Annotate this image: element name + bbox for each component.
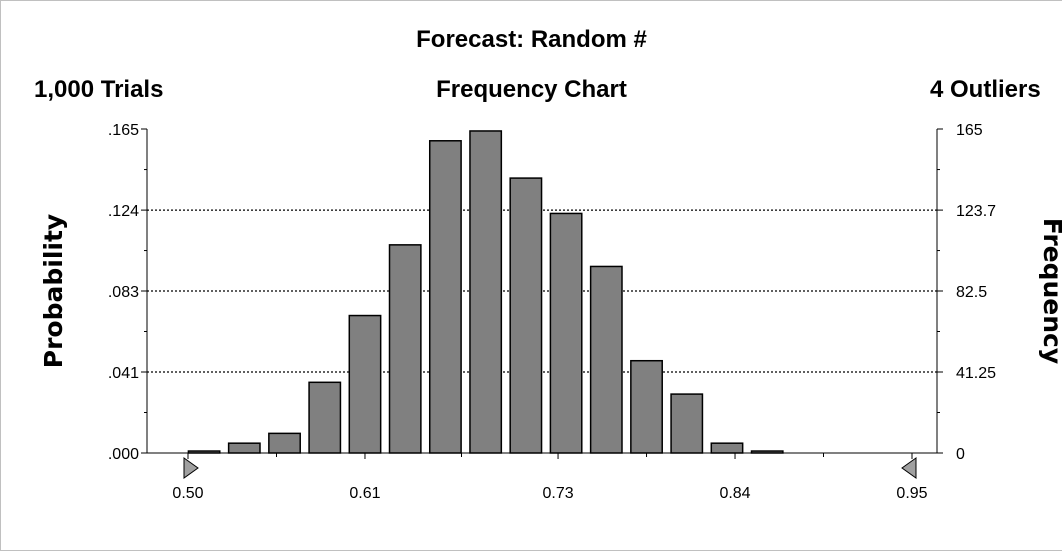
histogram-bar xyxy=(308,381,342,454)
ylabel-left: Probability xyxy=(39,214,68,368)
histogram-bar xyxy=(589,265,623,454)
histogram-bar xyxy=(227,442,261,454)
histogram-bar xyxy=(549,212,583,454)
histogram-bar xyxy=(428,140,462,454)
histogram-bar xyxy=(630,359,663,454)
right-range-marker xyxy=(901,457,917,479)
x-tick-label: 0.84 xyxy=(719,485,750,502)
histogram-bar xyxy=(388,244,422,454)
frequency-tick-label: 41.25 xyxy=(956,365,996,382)
histogram-bar xyxy=(670,393,704,454)
x-tick-label: 0.73 xyxy=(542,485,573,502)
histogram-bar xyxy=(348,314,382,454)
histogram-bar xyxy=(268,432,301,454)
probability-tick-label: .165 xyxy=(108,122,139,139)
range-markers xyxy=(183,457,917,479)
histogram-bar xyxy=(509,177,543,454)
ylabel-right: Frequency xyxy=(1038,218,1063,364)
left-range-marker xyxy=(183,457,199,479)
frequency-tick-label: 123.7 xyxy=(956,203,996,220)
frequency-tick-label: 165 xyxy=(956,122,983,139)
probability-tick-label: .124 xyxy=(108,203,139,220)
chart-title: Forecast: Random # xyxy=(416,26,647,53)
probability-tick-label: .000 xyxy=(108,446,139,463)
x-tick-label: 0.95 xyxy=(896,485,927,502)
x-tick-label: 0.61 xyxy=(349,485,380,502)
histogram-bar xyxy=(469,130,503,454)
frequency-axis: 0 41.25 82.5 123.7 165 xyxy=(937,122,996,463)
bars xyxy=(187,130,784,454)
probability-axis: .000 .041 .083 .124 .165 xyxy=(108,122,940,463)
trials-count: 1,000 Trials xyxy=(34,76,164,103)
x-tick-label: 0.50 xyxy=(172,485,203,502)
probability-tick-label: .083 xyxy=(108,284,139,301)
frequency-tick-label: 82.5 xyxy=(956,284,987,301)
x-axis: 0.50 0.61 0.73 0.84 0.95 xyxy=(172,453,928,502)
outliers-count: 4 Outliers xyxy=(930,76,1041,103)
probability-tick-label: .041 xyxy=(108,365,139,382)
chart-subtitle: Frequency Chart xyxy=(436,76,627,103)
frequency-tick-label: 0 xyxy=(956,446,965,463)
histogram-bar xyxy=(710,442,744,454)
